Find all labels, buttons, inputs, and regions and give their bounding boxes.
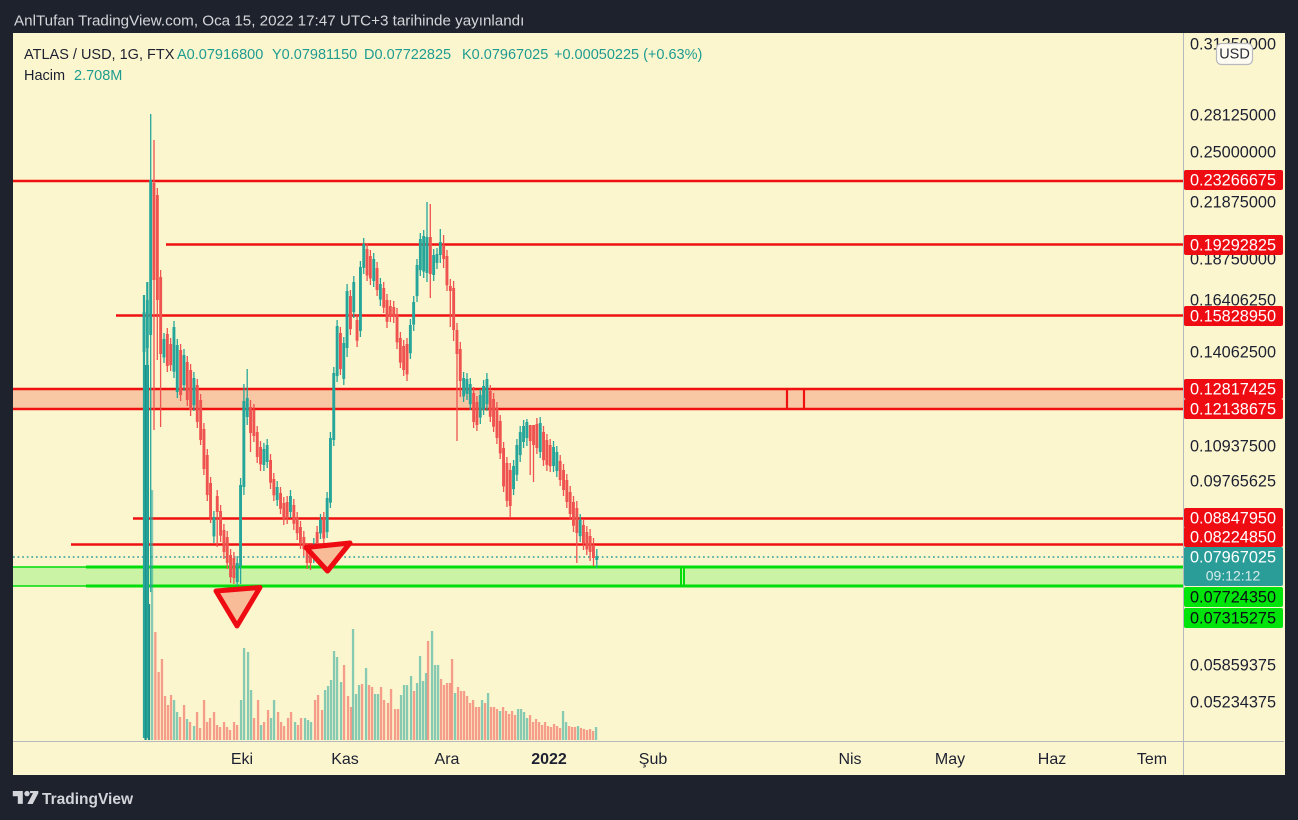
svg-text:0.07724350: 0.07724350 — [1190, 589, 1276, 607]
svg-text:09:12:12: 09:12:12 — [1206, 568, 1261, 584]
svg-text:0.15828950: 0.15828950 — [1190, 308, 1276, 326]
svg-text:0.21875000: 0.21875000 — [1190, 194, 1276, 212]
svg-text:0.14062500: 0.14062500 — [1190, 344, 1276, 362]
svg-text:0.05859375: 0.05859375 — [1190, 657, 1276, 675]
svg-text:A0.07916800: A0.07916800 — [177, 47, 263, 63]
svg-text:K0.07967025: K0.07967025 — [462, 47, 548, 63]
svg-text:2.708M: 2.708M — [74, 68, 122, 84]
svg-text:0.25000000: 0.25000000 — [1190, 144, 1276, 162]
svg-text:Nis: Nis — [838, 751, 861, 768]
svg-text:0.28125000: 0.28125000 — [1190, 107, 1276, 125]
svg-text:0.08847950: 0.08847950 — [1190, 510, 1276, 528]
svg-text:D0.07722825: D0.07722825 — [364, 47, 451, 63]
svg-text:May: May — [935, 751, 965, 768]
svg-text:Kas: Kas — [331, 751, 359, 768]
svg-text:Hacim: Hacim — [24, 68, 65, 84]
svg-text:AnlTufan TradingView.com, Oca: AnlTufan TradingView.com, Oca 15, 2022 1… — [14, 13, 524, 30]
svg-text:Haz: Haz — [1038, 751, 1066, 768]
svg-text:Ara: Ara — [435, 751, 460, 768]
svg-text:Y0.07981150: Y0.07981150 — [272, 47, 357, 63]
svg-text:+0.00050225 (+0.63%): +0.00050225 (+0.63%) — [554, 47, 702, 63]
svg-text:0.19292825: 0.19292825 — [1190, 237, 1276, 255]
svg-text:USD: USD — [1219, 47, 1250, 63]
svg-text:Tem: Tem — [1137, 751, 1167, 768]
svg-text:Şub: Şub — [639, 751, 668, 768]
svg-text:2022: 2022 — [531, 751, 567, 768]
svg-text:0.05234375: 0.05234375 — [1190, 694, 1276, 712]
svg-text:0.12138675: 0.12138675 — [1190, 401, 1276, 419]
svg-text:0.09765625: 0.09765625 — [1190, 473, 1276, 491]
svg-text:0.07315275: 0.07315275 — [1190, 610, 1276, 628]
svg-text:0.07967025: 0.07967025 — [1190, 549, 1276, 567]
svg-text:0.08224850: 0.08224850 — [1190, 529, 1276, 547]
svg-text:ATLAS / USD, 1G, FTX: ATLAS / USD, 1G, FTX — [24, 47, 175, 63]
svg-text:0.23266675: 0.23266675 — [1190, 172, 1276, 190]
svg-text:0.10937500: 0.10937500 — [1190, 438, 1276, 456]
svg-text:0.16406250: 0.16406250 — [1190, 292, 1276, 310]
svg-text:TradingView: TradingView — [42, 791, 134, 808]
svg-text:0.12817425: 0.12817425 — [1190, 381, 1276, 399]
svg-text:Eki: Eki — [231, 751, 253, 768]
